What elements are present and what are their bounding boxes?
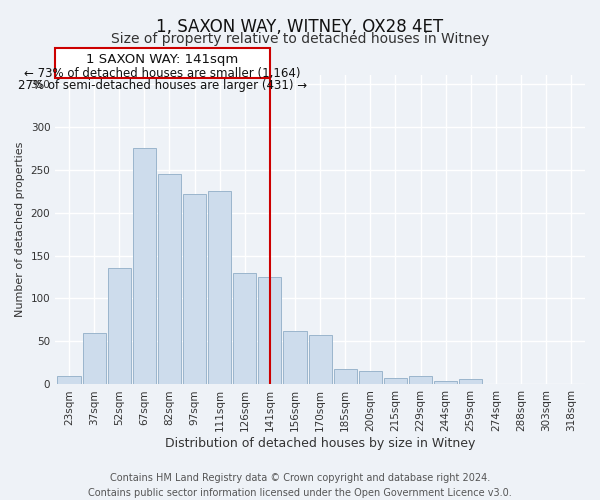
Bar [334,369,357,384]
Bar [459,380,482,384]
Bar [434,381,457,384]
Bar [409,376,432,384]
Text: Size of property relative to detached houses in Witney: Size of property relative to detached ho… [111,32,489,46]
Bar [233,272,256,384]
Y-axis label: Number of detached properties: Number of detached properties [15,142,25,318]
Bar [83,333,106,384]
Text: 27% of semi-detached houses are larger (431) →: 27% of semi-detached houses are larger (… [18,79,307,92]
Bar [58,376,80,384]
Bar [208,191,231,384]
Bar [308,334,332,384]
Text: 1 SAXON WAY: 141sqm: 1 SAXON WAY: 141sqm [86,54,239,66]
Bar [183,194,206,384]
Text: 1, SAXON WAY, WITNEY, OX28 4ET: 1, SAXON WAY, WITNEY, OX28 4ET [157,18,443,36]
Text: Contains HM Land Registry data © Crown copyright and database right 2024.
Contai: Contains HM Land Registry data © Crown c… [88,472,512,498]
Text: ← 73% of detached houses are smaller (1,164): ← 73% of detached houses are smaller (1,… [24,66,301,80]
Bar [359,370,382,384]
Bar [259,277,281,384]
Bar [384,378,407,384]
Bar [133,148,156,384]
Bar [283,331,307,384]
X-axis label: Distribution of detached houses by size in Witney: Distribution of detached houses by size … [165,437,475,450]
Bar [158,174,181,384]
Bar [107,268,131,384]
